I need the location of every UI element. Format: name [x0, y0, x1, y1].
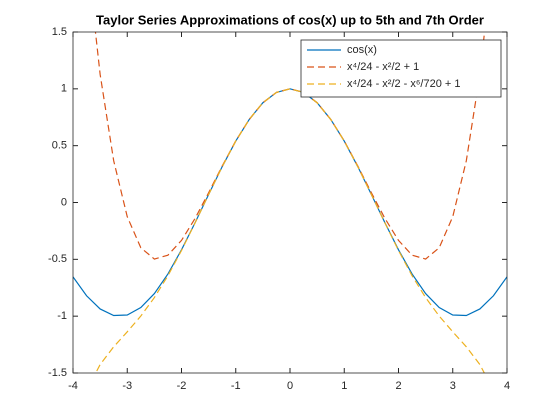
y-tick-label: -1	[57, 310, 67, 322]
x-tick-label: 0	[287, 380, 293, 392]
x-tick-label: 2	[395, 380, 401, 392]
legend-label: x⁴/24 - x²/2 - x⁶/720 + 1	[347, 78, 461, 90]
x-tick-label: 3	[450, 380, 456, 392]
series-line	[73, 88, 507, 317]
y-tick-label: 0	[61, 196, 67, 208]
y-tick-label: -1.5	[48, 367, 67, 379]
y-tick-label: 0.5	[52, 140, 67, 152]
x-tick-label: -3	[122, 380, 132, 392]
chart-title: Taylor Series Approximations of cos(x) u…	[96, 12, 484, 27]
x-tick-label: -4	[68, 380, 78, 392]
y-tick-label: 1	[61, 83, 67, 95]
series-line	[95, 88, 485, 373]
plot-lines	[73, 32, 507, 373]
legend-label: cos(x)	[347, 44, 377, 56]
legend-label: x⁴/24 - x²/2 + 1	[347, 61, 419, 73]
x-tick-label: -1	[231, 380, 241, 392]
series-line	[94, 32, 486, 260]
x-tick-label: 1	[341, 380, 347, 392]
x-tick-label: -2	[177, 380, 187, 392]
x-tick-label: 4	[504, 380, 510, 392]
y-tick-label: -0.5	[48, 253, 67, 265]
y-tick-label: 1.5	[52, 26, 67, 38]
